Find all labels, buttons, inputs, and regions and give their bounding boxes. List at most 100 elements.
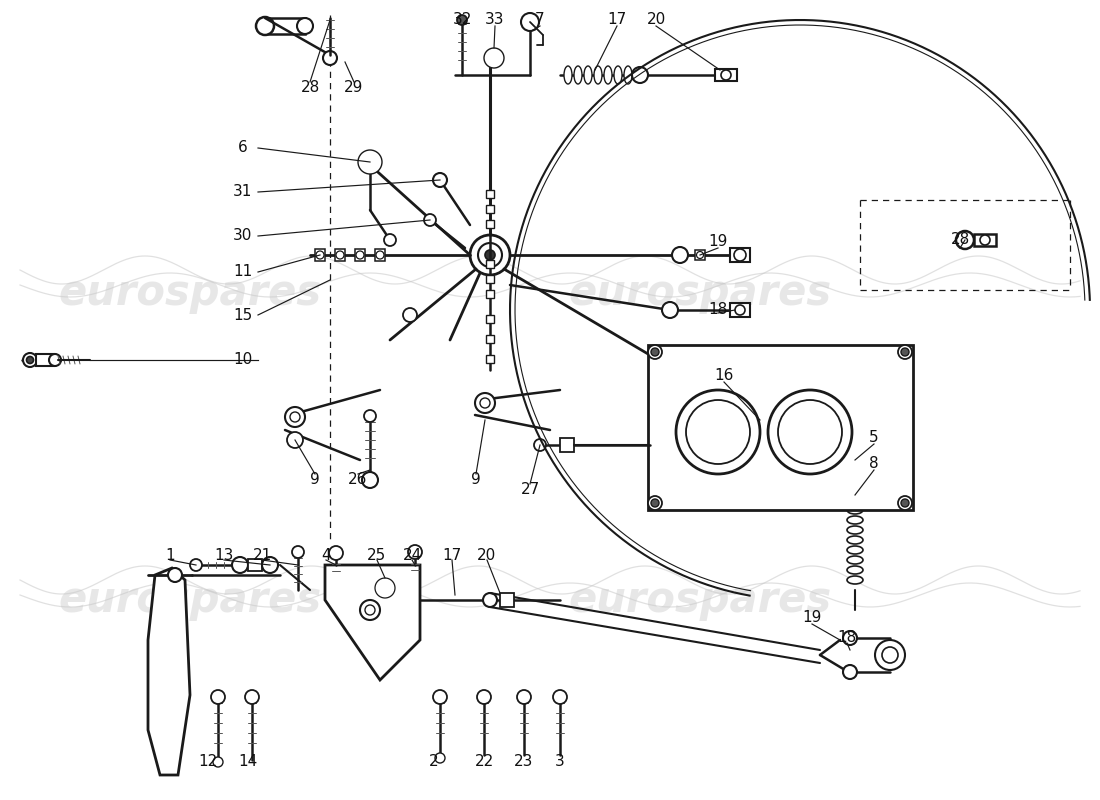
- Circle shape: [778, 400, 842, 464]
- Ellipse shape: [847, 486, 864, 494]
- Text: 29: 29: [344, 81, 364, 95]
- Circle shape: [882, 647, 898, 663]
- Circle shape: [651, 499, 659, 507]
- Text: 13: 13: [214, 547, 233, 562]
- Circle shape: [478, 243, 502, 267]
- Text: 27: 27: [520, 482, 540, 498]
- Text: 20: 20: [647, 11, 666, 26]
- Bar: [486, 205, 494, 213]
- Circle shape: [553, 690, 566, 704]
- Circle shape: [475, 393, 495, 413]
- Text: 8: 8: [869, 457, 879, 471]
- Bar: [486, 290, 494, 298]
- Text: 31: 31: [233, 185, 253, 199]
- Circle shape: [358, 150, 382, 174]
- Circle shape: [384, 234, 396, 246]
- Bar: [560, 438, 574, 452]
- Circle shape: [287, 432, 303, 448]
- Text: 6: 6: [238, 141, 248, 155]
- Text: eurospares: eurospares: [58, 272, 321, 314]
- Text: 12: 12: [198, 754, 218, 770]
- Ellipse shape: [604, 66, 612, 84]
- Bar: [730, 248, 750, 262]
- Ellipse shape: [584, 66, 592, 84]
- Bar: [810, 424, 830, 436]
- Bar: [695, 250, 705, 260]
- Text: 21: 21: [252, 547, 272, 562]
- Bar: [336, 249, 345, 261]
- Circle shape: [424, 214, 436, 226]
- Ellipse shape: [847, 496, 864, 504]
- Text: 2: 2: [429, 754, 439, 770]
- Circle shape: [843, 665, 857, 679]
- Bar: [36, 354, 54, 366]
- Circle shape: [364, 410, 376, 422]
- Text: 14: 14: [239, 754, 257, 770]
- Circle shape: [256, 17, 274, 35]
- Text: 24: 24: [403, 547, 421, 562]
- Circle shape: [686, 400, 750, 464]
- Text: 23: 23: [515, 754, 534, 770]
- Circle shape: [874, 640, 905, 670]
- Circle shape: [651, 348, 659, 356]
- Ellipse shape: [594, 66, 602, 84]
- Circle shape: [843, 631, 857, 645]
- Ellipse shape: [847, 526, 864, 534]
- Text: 33: 33: [485, 11, 505, 26]
- Circle shape: [26, 357, 33, 363]
- Circle shape: [190, 559, 202, 571]
- Circle shape: [521, 13, 539, 31]
- Circle shape: [898, 496, 912, 510]
- Bar: [486, 335, 494, 343]
- Circle shape: [484, 48, 504, 68]
- Circle shape: [363, 155, 377, 169]
- Circle shape: [901, 348, 909, 356]
- Text: 17: 17: [442, 547, 462, 562]
- Text: 22: 22: [474, 754, 494, 770]
- Bar: [974, 234, 996, 246]
- Text: 30: 30: [233, 229, 253, 243]
- Text: eurospares: eurospares: [569, 579, 832, 621]
- Ellipse shape: [847, 546, 864, 554]
- Circle shape: [815, 425, 825, 435]
- Ellipse shape: [847, 536, 864, 544]
- Circle shape: [433, 690, 447, 704]
- Circle shape: [297, 18, 313, 34]
- Bar: [500, 593, 514, 607]
- Bar: [375, 249, 385, 261]
- Circle shape: [434, 753, 446, 763]
- Text: 3: 3: [556, 754, 565, 770]
- Ellipse shape: [847, 566, 864, 574]
- Circle shape: [213, 757, 223, 767]
- Text: 19: 19: [708, 234, 728, 250]
- Bar: [486, 260, 494, 268]
- Ellipse shape: [574, 66, 582, 84]
- Circle shape: [898, 345, 912, 359]
- Circle shape: [232, 557, 248, 573]
- Ellipse shape: [847, 556, 864, 564]
- Text: 11: 11: [233, 265, 253, 279]
- Bar: [486, 220, 494, 228]
- Circle shape: [720, 70, 732, 80]
- Circle shape: [901, 499, 909, 507]
- Circle shape: [477, 690, 491, 704]
- Circle shape: [676, 390, 760, 474]
- Text: 18: 18: [708, 302, 727, 318]
- Circle shape: [470, 235, 510, 275]
- Circle shape: [672, 247, 688, 263]
- Circle shape: [379, 582, 390, 594]
- Circle shape: [211, 690, 226, 704]
- Circle shape: [517, 690, 531, 704]
- Circle shape: [403, 308, 417, 322]
- Text: 7: 7: [536, 11, 544, 26]
- Circle shape: [376, 251, 384, 259]
- Text: 9: 9: [471, 473, 481, 487]
- Circle shape: [662, 302, 678, 318]
- Circle shape: [648, 345, 662, 359]
- Text: 5: 5: [869, 430, 879, 446]
- Text: 9: 9: [310, 473, 320, 487]
- Bar: [486, 355, 494, 363]
- Circle shape: [290, 412, 300, 422]
- Circle shape: [285, 407, 305, 427]
- Circle shape: [292, 546, 304, 558]
